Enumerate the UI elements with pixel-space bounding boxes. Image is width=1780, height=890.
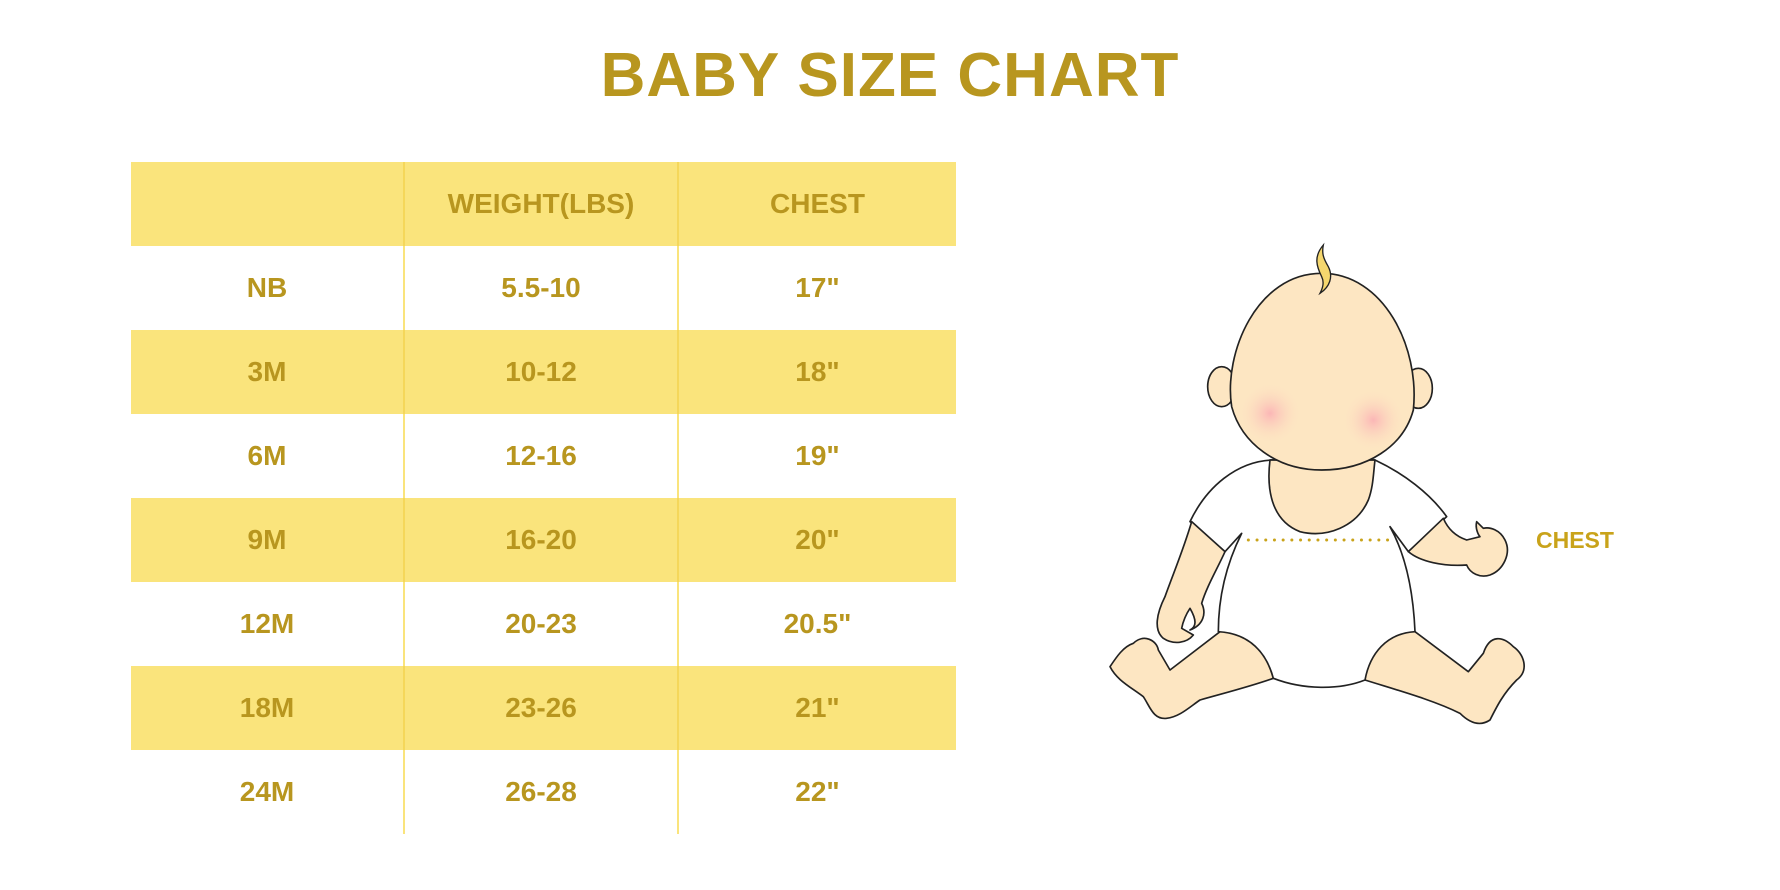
baby-illustration — [1109, 242, 1525, 725]
shirt — [1189, 459, 1448, 689]
weight-cell: 26-28 — [405, 750, 679, 834]
weight-cell: 12-16 — [405, 414, 679, 498]
chest-cell: 20" — [795, 524, 840, 555]
table-row: 9M 16-20 20" — [131, 498, 956, 582]
right-arm — [1407, 517, 1509, 577]
size-table: WEIGHT(LBS) CHEST NB 5.5-10 17" 3M 10-12… — [131, 162, 956, 834]
chest-cell: 21" — [795, 692, 840, 723]
size-cell: 9M — [131, 498, 405, 582]
chest-cell: 19" — [795, 440, 840, 471]
chest-cell: 18" — [795, 356, 840, 387]
size-cell: 24M — [131, 750, 405, 834]
table-header-row: WEIGHT(LBS) CHEST — [131, 162, 956, 246]
header-cell-size — [131, 162, 405, 246]
table-row: 12M 20-23 20.5" — [131, 582, 956, 666]
size-cell: 12M — [131, 582, 405, 666]
right-leg — [1364, 630, 1525, 725]
left-cheek — [1238, 381, 1302, 445]
page-title: BABY SIZE CHART — [600, 41, 1180, 110]
table-row: 3M 10-12 18" — [131, 330, 956, 414]
size-cell: 3M — [131, 330, 405, 414]
header-cell-weight: WEIGHT(LBS) — [405, 162, 679, 246]
left-arm — [1156, 520, 1226, 644]
chest-cell: 22" — [795, 776, 840, 807]
right-cheek — [1341, 388, 1405, 452]
table-row: 6M 12-16 19" — [131, 414, 956, 498]
neck — [1268, 459, 1376, 535]
table-row: 18M 23-26 21" — [131, 666, 956, 750]
weight-cell: 5.5-10 — [405, 246, 679, 330]
chest-cell: 17" — [795, 272, 840, 303]
size-cell: 18M — [131, 666, 405, 750]
hair-curl — [1316, 242, 1332, 296]
size-cell: 6M — [131, 414, 405, 498]
weight-cell: 23-26 — [405, 666, 679, 750]
weight-cell: 20-23 — [405, 582, 679, 666]
table-row: 24M 26-28 22" — [131, 750, 956, 834]
size-cell: NB — [131, 246, 405, 330]
weight-cell: 16-20 — [405, 498, 679, 582]
table-row: NB 5.5-10 17" — [131, 246, 956, 330]
chest-cell: 20.5" — [783, 608, 852, 639]
chest-label: CHEST — [1536, 527, 1614, 553]
header-cell-chest: CHEST — [770, 188, 865, 219]
weight-cell: 10-12 — [405, 330, 679, 414]
left-leg — [1109, 630, 1275, 720]
